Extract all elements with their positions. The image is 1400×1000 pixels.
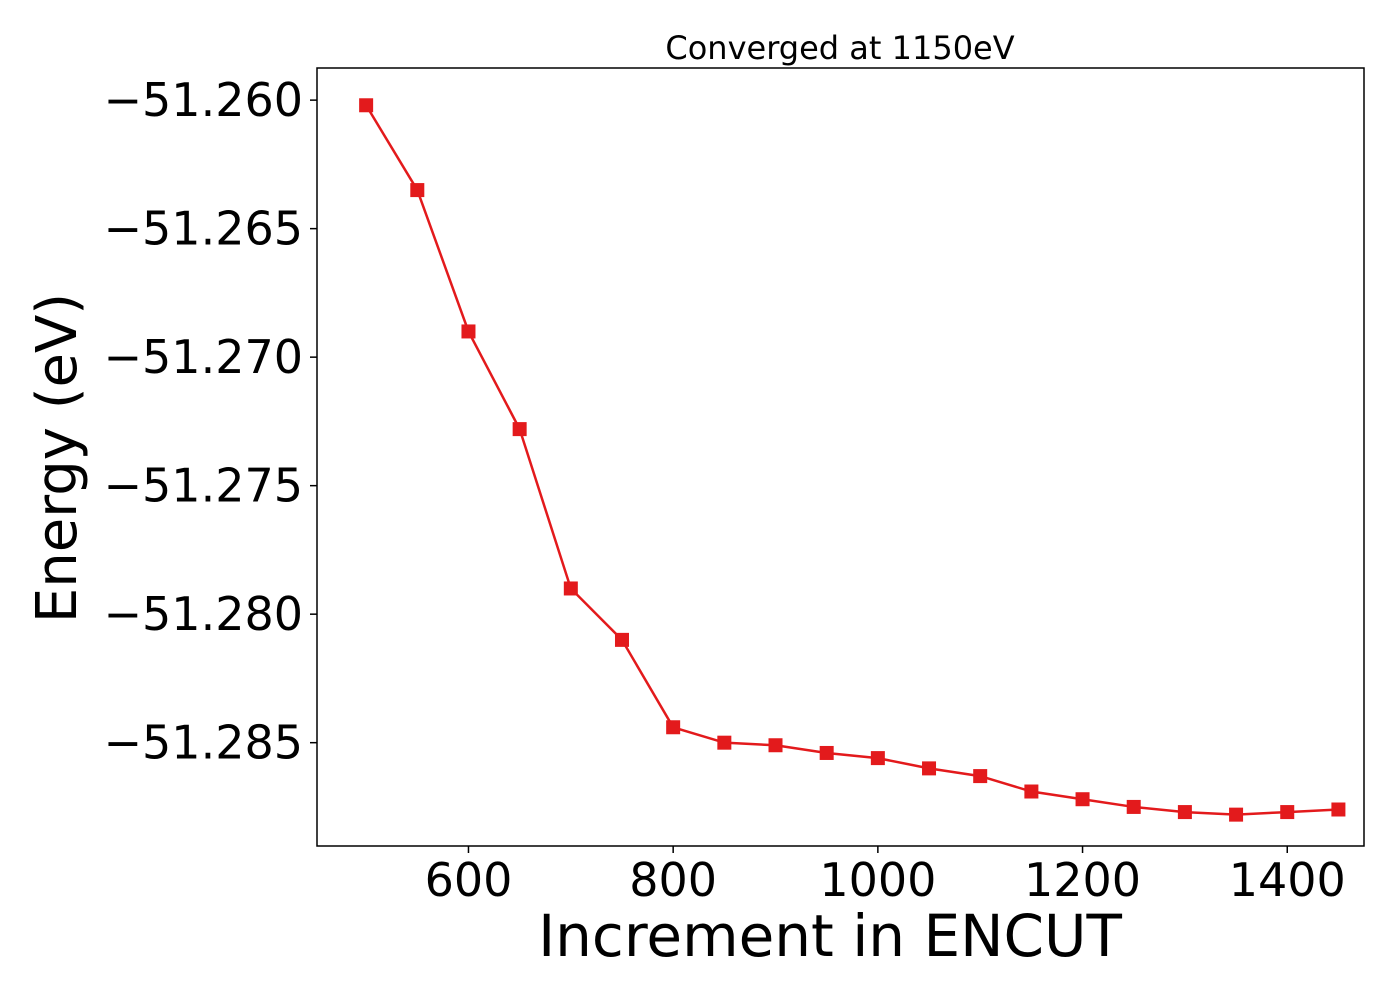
data-point — [973, 769, 988, 784]
data-point — [1177, 805, 1192, 820]
data-point — [922, 761, 937, 776]
x-axis-label: Increment in ENCUT — [538, 902, 1122, 970]
data-point — [666, 720, 681, 735]
data-point — [614, 632, 629, 647]
y-axis-label: Energy (eV) — [25, 293, 90, 623]
y-tick-label: −51.285 — [104, 716, 304, 770]
data-point — [1126, 799, 1141, 814]
y-tick-label: −51.275 — [104, 459, 304, 513]
series-layer — [359, 98, 1346, 822]
data-point — [717, 735, 732, 750]
data-point — [1075, 792, 1090, 807]
data-point — [819, 745, 834, 760]
y-tick-label: −51.265 — [104, 202, 304, 256]
x-tick-label: 1400 — [1229, 853, 1346, 907]
data-point — [461, 324, 476, 339]
x-axis: 600 800 1000 1200 1400 — [425, 846, 1346, 907]
chart-title: Converged at 1150eV — [665, 29, 1014, 67]
data-point — [512, 422, 527, 437]
y-tick-label: −51.260 — [104, 73, 304, 127]
data-point — [563, 581, 578, 596]
y-tick-label: −51.270 — [104, 330, 304, 384]
y-axis: −51.260 −51.265 −51.270 −51.275 −51.280 −51.2… — [104, 73, 317, 770]
data-point — [359, 98, 374, 113]
x-tick-label: 800 — [629, 853, 717, 907]
data-point — [1229, 807, 1244, 822]
x-tick-label: 1000 — [819, 853, 936, 907]
data-point — [870, 751, 885, 766]
data-point — [1331, 802, 1346, 817]
data-point — [1024, 784, 1039, 799]
plot-frame — [316, 67, 1365, 847]
y-tick-label: −51.280 — [104, 587, 304, 641]
data-point — [410, 183, 425, 198]
x-tick-label: 600 — [425, 853, 513, 907]
data-point — [1280, 805, 1295, 820]
x-tick-label: 1200 — [1024, 853, 1141, 907]
data-point — [768, 738, 783, 753]
series-line — [365, 104, 1339, 816]
